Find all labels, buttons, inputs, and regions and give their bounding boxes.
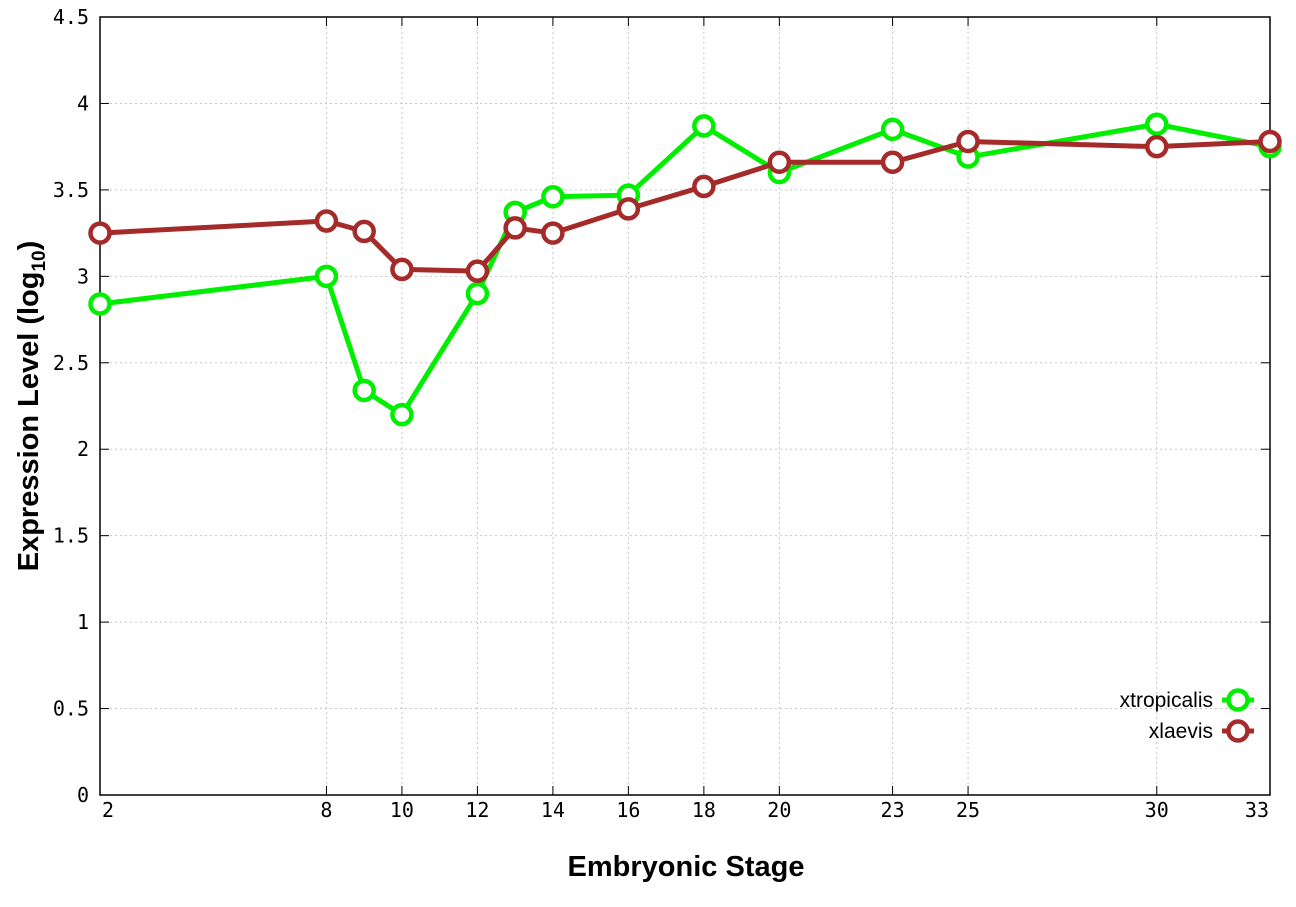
data-point <box>88 221 112 245</box>
series-line <box>99 121 1271 418</box>
series-layer <box>88 112 1282 427</box>
legend-swatch-marker <box>1226 719 1250 743</box>
data-point <box>1145 134 1169 159</box>
legend-item: xtropicalis <box>1120 688 1254 712</box>
x-tick-label: 14 <box>541 798 565 822</box>
y-tick-label: 4 <box>77 91 89 115</box>
series-line <box>99 138 1271 274</box>
data-point <box>465 259 490 283</box>
y-axis-title-close: ) <box>13 241 45 251</box>
x-tick-label: 33 <box>1245 798 1269 822</box>
data-point <box>390 402 414 427</box>
y-tick-label: 1 <box>77 610 89 634</box>
y-tick-label: 0.5 <box>53 697 89 721</box>
x-tick-label: 8 <box>320 798 332 822</box>
data-point <box>541 185 565 209</box>
data-point <box>1258 129 1282 154</box>
data-point <box>616 197 641 221</box>
x-tick-label: 10 <box>390 798 414 822</box>
x-tick-label: 18 <box>692 798 716 822</box>
plot-frame <box>99 16 1271 796</box>
data-point <box>352 219 376 244</box>
legend-swatch-marker <box>1226 688 1250 712</box>
x-tick-label: 12 <box>465 798 489 822</box>
y-tick-label: 0 <box>77 783 89 807</box>
legend-label: xtropicalis <box>1120 689 1213 712</box>
grid-lines <box>100 17 1270 795</box>
data-point <box>352 378 376 403</box>
x-tick-label: 23 <box>881 798 905 822</box>
data-point <box>390 257 414 282</box>
data-point <box>880 117 905 142</box>
y-axis-title-main: Expression Level (log <box>13 272 45 572</box>
data-point <box>88 292 112 316</box>
data-point <box>956 129 980 154</box>
data-point <box>541 221 565 245</box>
y-tick-label: 3 <box>77 264 89 288</box>
axis-ticks: 2 8 10 12 14 16 18 20 23 25 30 33 0 0.5 1 1.5 2 2.5 3 3.5 4 4… <box>53 5 1271 822</box>
x-tick-label: 20 <box>767 798 791 822</box>
data-point <box>314 209 339 233</box>
legend-item: xlaevis <box>1149 719 1254 743</box>
x-tick-label: 25 <box>956 798 980 822</box>
series-xtropicalis <box>88 112 1282 427</box>
data-point <box>465 281 490 306</box>
legend-label: xlaevis <box>1149 720 1213 743</box>
series-xlaevis <box>88 129 1282 283</box>
y-tick-label: 3.5 <box>53 178 89 202</box>
x-axis-title: Embryonic Stage <box>568 851 805 883</box>
data-point <box>692 174 716 199</box>
y-axis-title: Expression Level (log10) <box>13 241 50 572</box>
data-point <box>314 264 339 289</box>
data-point <box>880 150 905 174</box>
y-tick-label: 4.5 <box>53 5 89 29</box>
data-point <box>1145 112 1169 136</box>
x-tick-label: 2 <box>102 798 114 822</box>
data-point <box>503 216 527 240</box>
y-axis-title-subscript: 10 <box>29 250 50 271</box>
y-tick-label: 1.5 <box>53 524 89 548</box>
y-tick-label: 2.5 <box>53 351 89 375</box>
y-tick-label: 2 <box>77 437 89 461</box>
data-point <box>692 114 716 138</box>
legend: xtropicalis xlaevis <box>1120 688 1254 743</box>
data-point <box>767 150 792 174</box>
x-tick-label: 16 <box>616 798 640 822</box>
x-tick-label: 30 <box>1145 798 1169 822</box>
